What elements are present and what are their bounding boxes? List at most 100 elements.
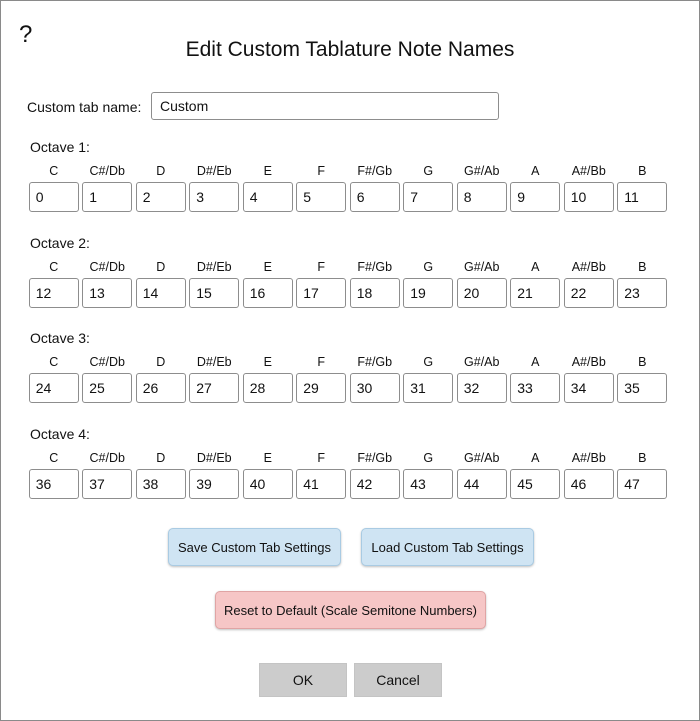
note-column: E xyxy=(242,451,293,499)
octave-label: Octave 2: xyxy=(30,235,90,251)
note-input[interactable] xyxy=(563,469,614,499)
note-input[interactable] xyxy=(28,182,79,212)
note-name-label: G xyxy=(423,451,434,465)
note-input[interactable] xyxy=(242,182,293,212)
note-name-label: A xyxy=(531,451,540,465)
note-input[interactable] xyxy=(349,182,400,212)
note-input[interactable] xyxy=(135,373,186,403)
note-name-label: G xyxy=(423,355,434,369)
note-input[interactable] xyxy=(82,373,133,403)
note-column: G xyxy=(403,355,454,403)
note-input[interactable] xyxy=(296,182,347,212)
note-input[interactable] xyxy=(189,373,240,403)
note-input[interactable] xyxy=(617,278,668,308)
cancel-button[interactable]: Cancel xyxy=(354,663,442,697)
note-input[interactable] xyxy=(82,469,133,499)
note-input[interactable] xyxy=(135,182,186,212)
note-input[interactable] xyxy=(296,278,347,308)
note-input[interactable] xyxy=(349,469,400,499)
note-input[interactable] xyxy=(349,373,400,403)
note-name-label: A#/Bb xyxy=(571,355,606,369)
note-input[interactable] xyxy=(82,182,133,212)
save-custom-tab-settings-button[interactable]: Save Custom Tab Settings xyxy=(168,528,341,566)
note-column: E xyxy=(242,164,293,212)
note-name-label: G#/Ab xyxy=(464,260,500,274)
note-input[interactable] xyxy=(242,373,293,403)
note-input[interactable] xyxy=(135,469,186,499)
note-name-label: D xyxy=(156,355,166,369)
note-input[interactable] xyxy=(456,182,507,212)
note-input[interactable] xyxy=(510,469,561,499)
note-input[interactable] xyxy=(28,278,79,308)
note-name-label: A xyxy=(531,355,540,369)
note-input[interactable] xyxy=(403,182,454,212)
note-input[interactable] xyxy=(28,373,79,403)
note-column: C#/Db xyxy=(82,355,133,403)
note-input[interactable] xyxy=(510,373,561,403)
note-column: C#/Db xyxy=(82,260,133,308)
note-name-label: D xyxy=(156,451,166,465)
note-name-label: E xyxy=(263,451,272,465)
note-input[interactable] xyxy=(189,469,240,499)
note-input[interactable] xyxy=(135,278,186,308)
note-name-label: F#/Gb xyxy=(357,355,393,369)
note-input[interactable] xyxy=(617,469,668,499)
note-input[interactable] xyxy=(28,469,79,499)
reset-to-default-button[interactable]: Reset to Default (Scale Semitone Numbers… xyxy=(215,591,486,629)
note-column: F xyxy=(296,451,347,499)
note-input[interactable] xyxy=(242,469,293,499)
note-name-label: C#/Db xyxy=(89,451,125,465)
note-name-label: E xyxy=(263,355,272,369)
note-input[interactable] xyxy=(403,278,454,308)
note-input[interactable] xyxy=(456,373,507,403)
note-column: F#/Gb xyxy=(349,451,400,499)
note-input[interactable] xyxy=(296,469,347,499)
note-input[interactable] xyxy=(563,373,614,403)
note-input[interactable] xyxy=(617,182,668,212)
note-column: A xyxy=(510,164,561,212)
note-column: G#/Ab xyxy=(456,355,507,403)
note-column: A xyxy=(510,355,561,403)
note-input[interactable] xyxy=(510,278,561,308)
note-name-label: G xyxy=(423,260,434,274)
note-input[interactable] xyxy=(82,278,133,308)
note-column: C xyxy=(28,451,79,499)
note-column: E xyxy=(242,355,293,403)
note-input[interactable] xyxy=(403,469,454,499)
note-column: F#/Gb xyxy=(349,260,400,308)
note-name-label: F#/Gb xyxy=(357,164,393,178)
load-custom-tab-settings-button[interactable]: Load Custom Tab Settings xyxy=(361,528,534,566)
note-input[interactable] xyxy=(510,182,561,212)
note-input[interactable] xyxy=(456,278,507,308)
note-column: C xyxy=(28,164,79,212)
help-icon[interactable]: ? xyxy=(19,21,33,48)
note-column: D#/Eb xyxy=(189,451,240,499)
note-name-label: D#/Eb xyxy=(196,451,232,465)
note-input[interactable] xyxy=(563,278,614,308)
note-name-label: E xyxy=(263,164,272,178)
note-input[interactable] xyxy=(563,182,614,212)
note-column: G xyxy=(403,451,454,499)
note-input[interactable] xyxy=(189,182,240,212)
note-input[interactable] xyxy=(349,278,400,308)
note-name-label: F xyxy=(317,164,326,178)
note-column: C#/Db xyxy=(82,451,133,499)
note-name-label: D#/Eb xyxy=(196,164,232,178)
ok-button[interactable]: OK xyxy=(259,663,347,697)
octave-label: Octave 4: xyxy=(30,426,90,442)
note-name-label: C#/Db xyxy=(89,355,125,369)
note-column: A#/Bb xyxy=(563,355,614,403)
note-input[interactable] xyxy=(296,373,347,403)
note-input[interactable] xyxy=(242,278,293,308)
note-input[interactable] xyxy=(456,469,507,499)
note-input[interactable] xyxy=(403,373,454,403)
note-column: G#/Ab xyxy=(456,164,507,212)
note-name-label: B xyxy=(638,260,647,274)
custom-tab-name-input[interactable] xyxy=(151,92,499,120)
note-input[interactable] xyxy=(617,373,668,403)
octave-1-notes: C C#/Db D D#/Eb E F F#/Gb G G#/Ab A A#/B… xyxy=(28,164,668,212)
note-column: G#/Ab xyxy=(456,260,507,308)
octave-label: Octave 3: xyxy=(30,330,90,346)
note-column: B xyxy=(617,355,668,403)
note-input[interactable] xyxy=(189,278,240,308)
